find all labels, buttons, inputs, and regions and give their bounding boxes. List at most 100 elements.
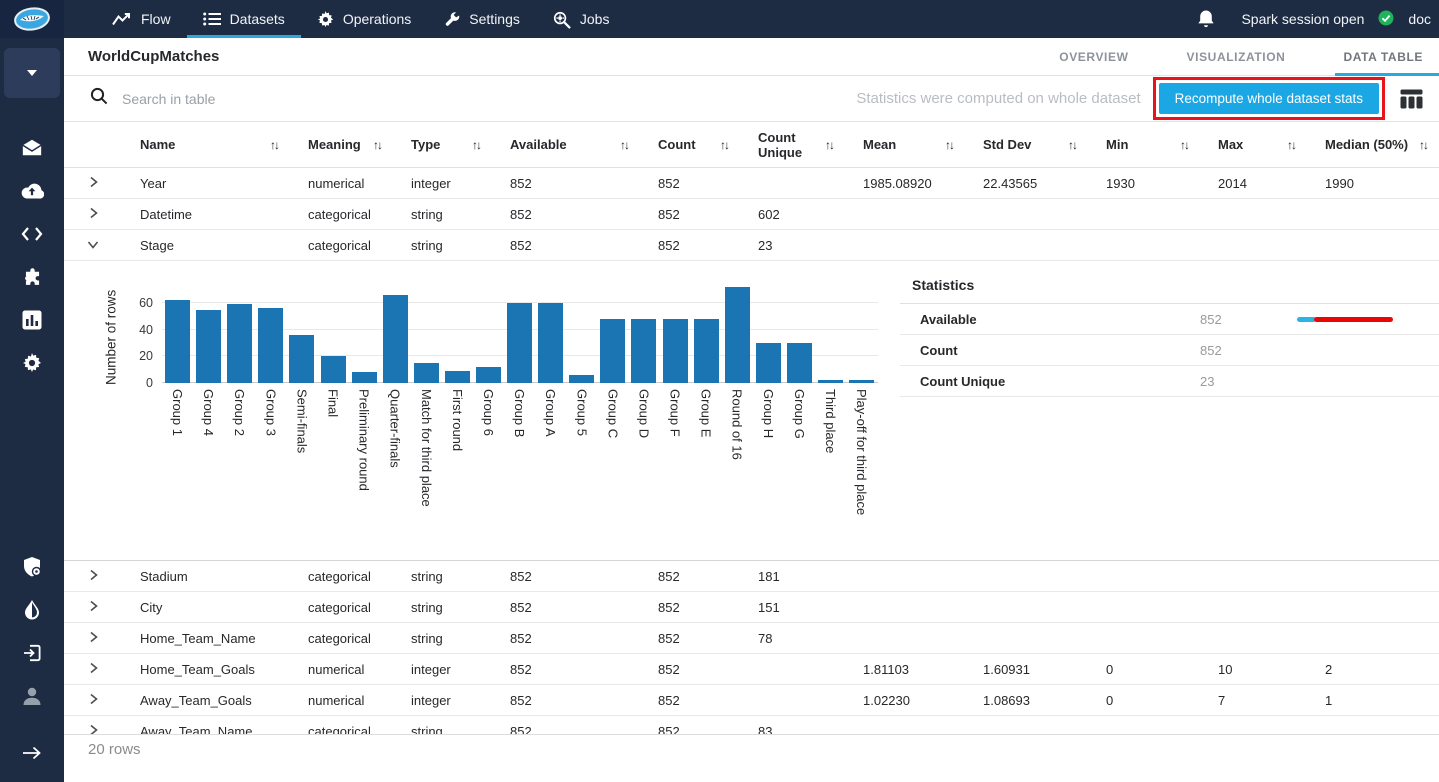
column-header[interactable]: Mean↑↓ [845,137,965,152]
chart-bar[interactable] [414,363,439,383]
chart-bar[interactable] [818,380,843,383]
sidebar-item-security[interactable] [0,545,64,588]
chevron-right-icon[interactable] [88,207,99,222]
chevron-right-icon[interactable] [88,176,99,191]
chart-bar[interactable] [694,319,719,383]
nav-item-datasets[interactable]: Datasets [187,0,301,38]
chart-bar[interactable] [569,375,594,383]
stat-value: 23 [1200,374,1240,389]
column-header[interactable]: Median (50%)↑↓ [1307,137,1439,152]
table-row[interactable]: Citycategoricalstring852852151 [64,592,1439,623]
sidebar-item-settings[interactable] [0,341,64,384]
column-header[interactable]: Std Dev↑↓ [965,137,1088,152]
cell-std_dev: 1.08693 [965,693,1088,708]
notifications-bell-icon[interactable] [1197,9,1215,29]
table-row[interactable]: Yearnumericalinteger8528521985.0892022.4… [64,168,1439,199]
sort-icon[interactable]: ↑↓ [1174,138,1188,152]
chevron-right-icon[interactable] [88,662,99,677]
chart-bar[interactable] [196,310,221,383]
chart-bar[interactable] [476,367,501,383]
cell-name: Away_Team_Name [122,724,290,736]
chevron-down-icon[interactable] [87,238,99,253]
sort-icon[interactable]: ↑↓ [819,138,833,152]
cell-type: integer [393,693,492,708]
table-row[interactable]: Home_Team_Goalsnumericalinteger8528521.8… [64,654,1439,685]
chart-bar[interactable] [849,380,874,383]
column-header[interactable]: Max↑↓ [1200,137,1307,152]
chart-bar[interactable] [600,319,625,383]
chevron-right-icon[interactable] [88,724,99,736]
sort-icon[interactable]: ↑↓ [614,138,628,152]
column-header[interactable]: Type↑↓ [393,137,492,152]
table-row[interactable]: Away_Team_Goalsnumericalinteger8528521.0… [64,685,1439,716]
x-category-label: Group 2 [232,389,247,436]
search-input[interactable] [122,91,422,107]
cell-max: 7 [1200,693,1307,708]
tab-visualization[interactable]: VISUALIZATION [1179,38,1294,76]
chart-bar[interactable] [663,319,688,383]
chart-bar[interactable] [631,319,656,383]
chart-bar[interactable] [538,303,563,383]
sort-icon[interactable]: ↑↓ [1062,138,1076,152]
chart-bar[interactable] [383,295,408,383]
chart-bar[interactable] [289,335,314,383]
sidebar-item-charts[interactable] [0,298,64,341]
user-label[interactable]: doc [1408,11,1431,27]
chart-bar[interactable] [258,308,283,383]
sort-icon[interactable]: ↑↓ [1413,138,1427,152]
sidebar-collapse[interactable] [0,731,64,774]
chevron-right-icon[interactable] [88,600,99,615]
table-row[interactable]: Away_Team_Namecategoricalstring85285283 [64,716,1439,735]
sidebar-item-plugins[interactable] [0,255,64,298]
tab-overview[interactable]: OVERVIEW [1051,38,1136,76]
tab-data-table[interactable]: DATA TABLE [1335,38,1439,76]
recompute-stats-button[interactable]: Recompute whole dataset stats [1159,83,1379,114]
nav-item-operations[interactable]: Operations [301,0,427,38]
sidebar-item-profile[interactable] [0,674,64,717]
chevron-right-icon[interactable] [88,631,99,646]
row-count-label: 20 rows [88,741,1439,758]
column-settings-icon[interactable] [1400,89,1423,109]
project-selector[interactable] [4,48,60,98]
sort-icon[interactable]: ↑↓ [466,138,480,152]
column-header[interactable]: Min↑↓ [1088,137,1200,152]
chart-bar[interactable] [321,356,346,383]
sidebar-item-code[interactable] [0,212,64,255]
chart-bar[interactable] [787,343,812,383]
chevron-right-icon[interactable] [88,693,99,708]
chart-bar[interactable] [352,372,377,383]
table-row[interactable]: Datetimecategoricalstring852852602 [64,199,1439,230]
sidebar-item-messages[interactable] [0,126,64,169]
chart-bar[interactable] [445,371,470,383]
sidebar-item-upload[interactable] [0,169,64,212]
nav-item-settings[interactable]: Settings [427,0,536,38]
chart-bar[interactable] [756,343,781,383]
table-row[interactable]: Stadiumcategoricalstring852852181 [64,561,1439,592]
x-category-label: Group 1 [170,389,185,436]
sidebar-item-signout[interactable] [0,631,64,674]
sort-icon[interactable]: ↑↓ [1281,138,1295,152]
chevron-right-icon[interactable] [88,569,99,584]
shield-icon [22,556,42,578]
chart-bar[interactable] [165,300,190,383]
y-axis-label: Number of rows [100,283,122,391]
sidebar-item-theme[interactable] [0,588,64,631]
chart-bar[interactable] [227,304,252,383]
chart-bar[interactable] [507,303,532,383]
chart-bar[interactable] [725,287,750,383]
column-header[interactable]: Meaning↑↓ [290,137,393,152]
column-header[interactable]: Available↑↓ [492,137,640,152]
column-header[interactable]: Count Unique↑↓ [740,130,845,160]
app-logo[interactable] [0,0,64,38]
sort-icon[interactable]: ↑↓ [939,138,953,152]
table-row[interactable]: Stagecategoricalstring85285223 [64,230,1439,261]
sort-icon[interactable]: ↑↓ [264,138,278,152]
column-header[interactable]: Count↑↓ [640,137,740,152]
nav-item-jobs[interactable]: Jobs [536,0,626,38]
nav-item-flow[interactable]: Flow [96,0,187,38]
column-header[interactable]: Name↑↓ [122,137,290,152]
sort-icon[interactable]: ↑↓ [714,138,728,152]
sort-icon[interactable]: ↑↓ [367,138,381,152]
table-row[interactable]: Home_Team_Namecategoricalstring85285278 [64,623,1439,654]
cell-name: Home_Team_Goals [122,662,290,677]
